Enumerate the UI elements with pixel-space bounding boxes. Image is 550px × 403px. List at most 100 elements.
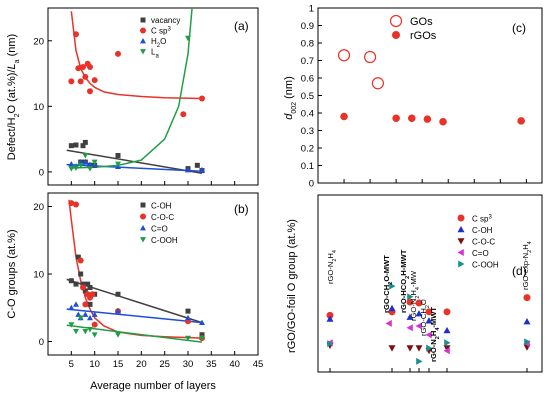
data-point: [443, 347, 450, 355]
legend-label: C-O-C: [151, 213, 174, 222]
category-label: rGO-CH2O-MWT: [382, 255, 394, 313]
y-tick-label: 0.5: [301, 91, 314, 102]
data-point: [89, 291, 96, 298]
data-point: [115, 308, 121, 314]
data-point: [439, 117, 447, 126]
data-point: [68, 278, 74, 284]
data-point: [425, 331, 432, 339]
legend-label: GOs: [410, 16, 433, 28]
panel-label-c: (c): [512, 21, 526, 35]
data-point: [91, 311, 98, 317]
data-point: [523, 318, 531, 325]
data-point: [443, 326, 451, 334]
x-tick-label: 15: [113, 359, 124, 370]
y-tick-label: 10: [33, 102, 44, 113]
data-point: [77, 315, 84, 321]
data-point: [68, 161, 75, 167]
data-point: [199, 166, 205, 173]
data-point: [77, 257, 84, 264]
data-point: [77, 78, 84, 85]
data-point: [115, 291, 121, 297]
data-point: [423, 115, 432, 123]
y-tick-label: 0.3: [301, 126, 314, 137]
data-point: [87, 285, 93, 290]
data-point: [415, 322, 422, 330]
legend-label: C-OH: [472, 226, 493, 235]
data-point: [91, 321, 98, 328]
data-point: [327, 340, 334, 348]
panel-b: 5 10 15 20 25 30 35 40 45 0 10 20 C-OH C-O-C C=O C-OOH (…: [33, 192, 263, 370]
legend-label: C-OOH: [472, 261, 499, 270]
data-point: [185, 335, 191, 342]
data-point: [444, 339, 451, 347]
data-point: [415, 345, 423, 352]
series-c-sp3: [326, 294, 531, 319]
y-tick-label: 0.4: [301, 109, 314, 120]
x-tick-label: 35: [206, 359, 217, 370]
data-point: [87, 326, 93, 333]
data-point: [115, 332, 121, 338]
legend-label: C sp3: [472, 215, 492, 224]
data-point: [185, 308, 191, 314]
data-point: [199, 335, 205, 342]
data-point: [87, 88, 93, 95]
fit-line-la: [71, 8, 193, 169]
data-point: [87, 314, 93, 321]
legend-label: C=O: [472, 249, 489, 258]
y-tick-label: 0.7: [301, 56, 314, 67]
legend-label: rGOs: [410, 30, 437, 42]
data-point: [425, 317, 433, 324]
data-point: [523, 294, 531, 302]
y-axis-title-c: d002 (nm): [283, 76, 298, 119]
y-tick-label: 20: [33, 36, 44, 47]
data-point: [87, 161, 93, 168]
legend-marker: [140, 49, 146, 55]
data-point: [185, 314, 191, 321]
data-point: [416, 357, 423, 365]
data-point: [82, 73, 89, 80]
data-point: [326, 315, 334, 322]
data-point: [363, 50, 377, 64]
legend-marker: [457, 214, 465, 222]
data-point: [415, 299, 423, 307]
legend-marker: [140, 213, 146, 220]
legend-marker: [457, 226, 465, 233]
legend-d: C sp3 C-OH C-O-C C=O C-OOH: [457, 214, 499, 270]
legend-label: C-O-C: [472, 238, 495, 247]
data-point: [82, 311, 89, 317]
legend-label: vacancy: [151, 16, 180, 25]
y-axis-title-a: Defect/H2O (at.%)/La (nm): [6, 34, 21, 160]
fit-line-c-ooh: [66, 324, 203, 343]
data-point: [87, 166, 93, 172]
y-tick-label: 0.9: [301, 21, 314, 32]
x-tick-label: 25: [159, 359, 170, 370]
data-point: [115, 153, 121, 158]
data-point: [68, 322, 75, 328]
y-tick-label: 20: [33, 202, 44, 213]
legend-label: C-OH: [151, 202, 172, 211]
series-c-o-c: [68, 200, 205, 342]
x-tick-label: 40: [229, 359, 240, 370]
plot-frame: [47, 7, 259, 186]
legend-label: La: [151, 48, 159, 60]
legend-marker: [458, 260, 465, 268]
y-tick-label: 10: [33, 270, 44, 281]
data-point: [75, 254, 81, 260]
legend-label: C=O: [151, 225, 168, 234]
y-tick-label: 1: [309, 4, 314, 15]
data-point: [73, 142, 79, 148]
data-point: [73, 165, 79, 171]
x-tick-label: 20: [136, 359, 147, 370]
y-tick-label: 0: [39, 167, 44, 178]
data-point: [517, 117, 525, 125]
panel-c: 0 0.1 0.2 0.3 0.4 0.5 0.6 0.7 0.8 0.9 1 GOs rGOs (c): [301, 4, 543, 190]
series-c-ooh: [68, 315, 205, 342]
data-point: [82, 159, 89, 165]
data-point: [85, 281, 91, 287]
x-tick-label: 30: [183, 359, 194, 370]
data-point: [80, 64, 86, 70]
panel-d: rGO-N2H4rGO-CH2O-MWTrGO-HCO2H-MWTrGO-N2H…: [317, 194, 543, 373]
data-point: [326, 311, 334, 319]
